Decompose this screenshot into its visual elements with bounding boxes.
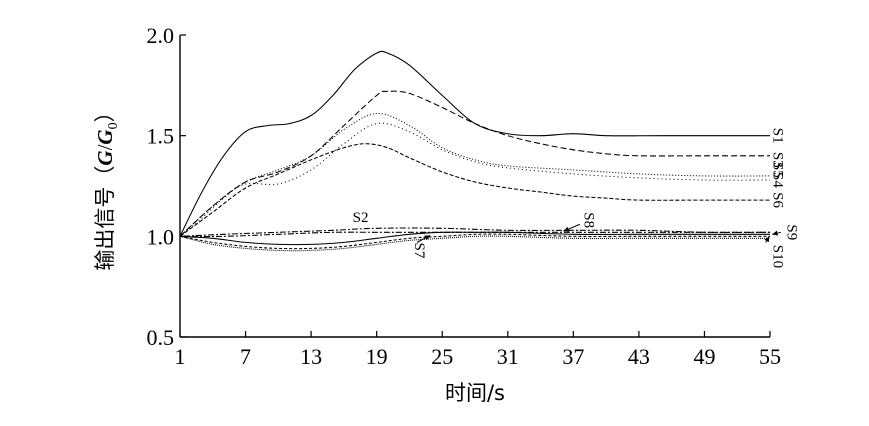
series-line-s2: [179, 227, 771, 237]
x-tick-label: 31: [497, 344, 519, 369]
axes: [179, 35, 770, 338]
series-label-s10: S10: [769, 245, 785, 268]
series-label-s1: S1: [769, 128, 785, 144]
series-label-s3: S3: [769, 152, 785, 168]
series-label-s9: S9: [783, 224, 799, 240]
x-tick-label: 55: [759, 344, 781, 369]
series-line-s8: [179, 231, 770, 238]
series-line-s10: [179, 235, 770, 252]
annotation-arrow-head: [772, 230, 779, 236]
x-tick-label: 19: [366, 344, 388, 369]
y-axis-title: 输出信号（G/G0）: [93, 101, 121, 270]
series-label-s8: S8: [580, 212, 596, 228]
x-tick-label: 7: [240, 344, 251, 369]
x-tick-label: 37: [562, 344, 584, 369]
y-tick-label: 1.0: [147, 224, 175, 249]
x-tick-label: 1: [175, 344, 186, 369]
y-tick-label: 0.5: [147, 325, 175, 350]
ticks: 1 7 13 19 25 31 37 43 49 55 0.5 1.0 1.5 2.0: [147, 23, 782, 369]
series-line-s7: [179, 231, 770, 246]
x-tick-label: 13: [300, 344, 322, 369]
x-axis-title: 时间/s: [445, 381, 505, 405]
series-line-s6: [179, 143, 770, 237]
y-tick-label: 2.0: [147, 23, 175, 48]
y-title-sep: /: [93, 144, 117, 150]
series-label-s2: S2: [353, 210, 369, 226]
annotation-arrow-head: [424, 235, 431, 241]
series-label-s7: S7: [411, 243, 427, 259]
series-lines: [179, 50, 771, 252]
x-tick-label: 43: [628, 344, 650, 369]
y-title-text: ）: [93, 101, 117, 122]
y-title-var: G: [93, 129, 117, 144]
x-tick-label: 49: [693, 344, 715, 369]
x-tick-label: 25: [431, 344, 453, 369]
y-title-subscript: 0: [106, 122, 121, 129]
annotation-arrow-head: [563, 226, 570, 232]
series-label-s6: S6: [769, 192, 785, 208]
y-title-text: 输出信号（: [93, 166, 117, 271]
series-line-s3: [179, 90, 770, 237]
series-label-s4: S4: [769, 172, 785, 188]
series-line-s1: [179, 50, 770, 237]
annotation-arrow-head: [764, 236, 770, 243]
series-label-s5: S5: [769, 162, 785, 178]
y-tick-label: 1.5: [147, 124, 175, 149]
series-line-s5: [179, 122, 771, 237]
y-title-var: G: [93, 150, 117, 165]
